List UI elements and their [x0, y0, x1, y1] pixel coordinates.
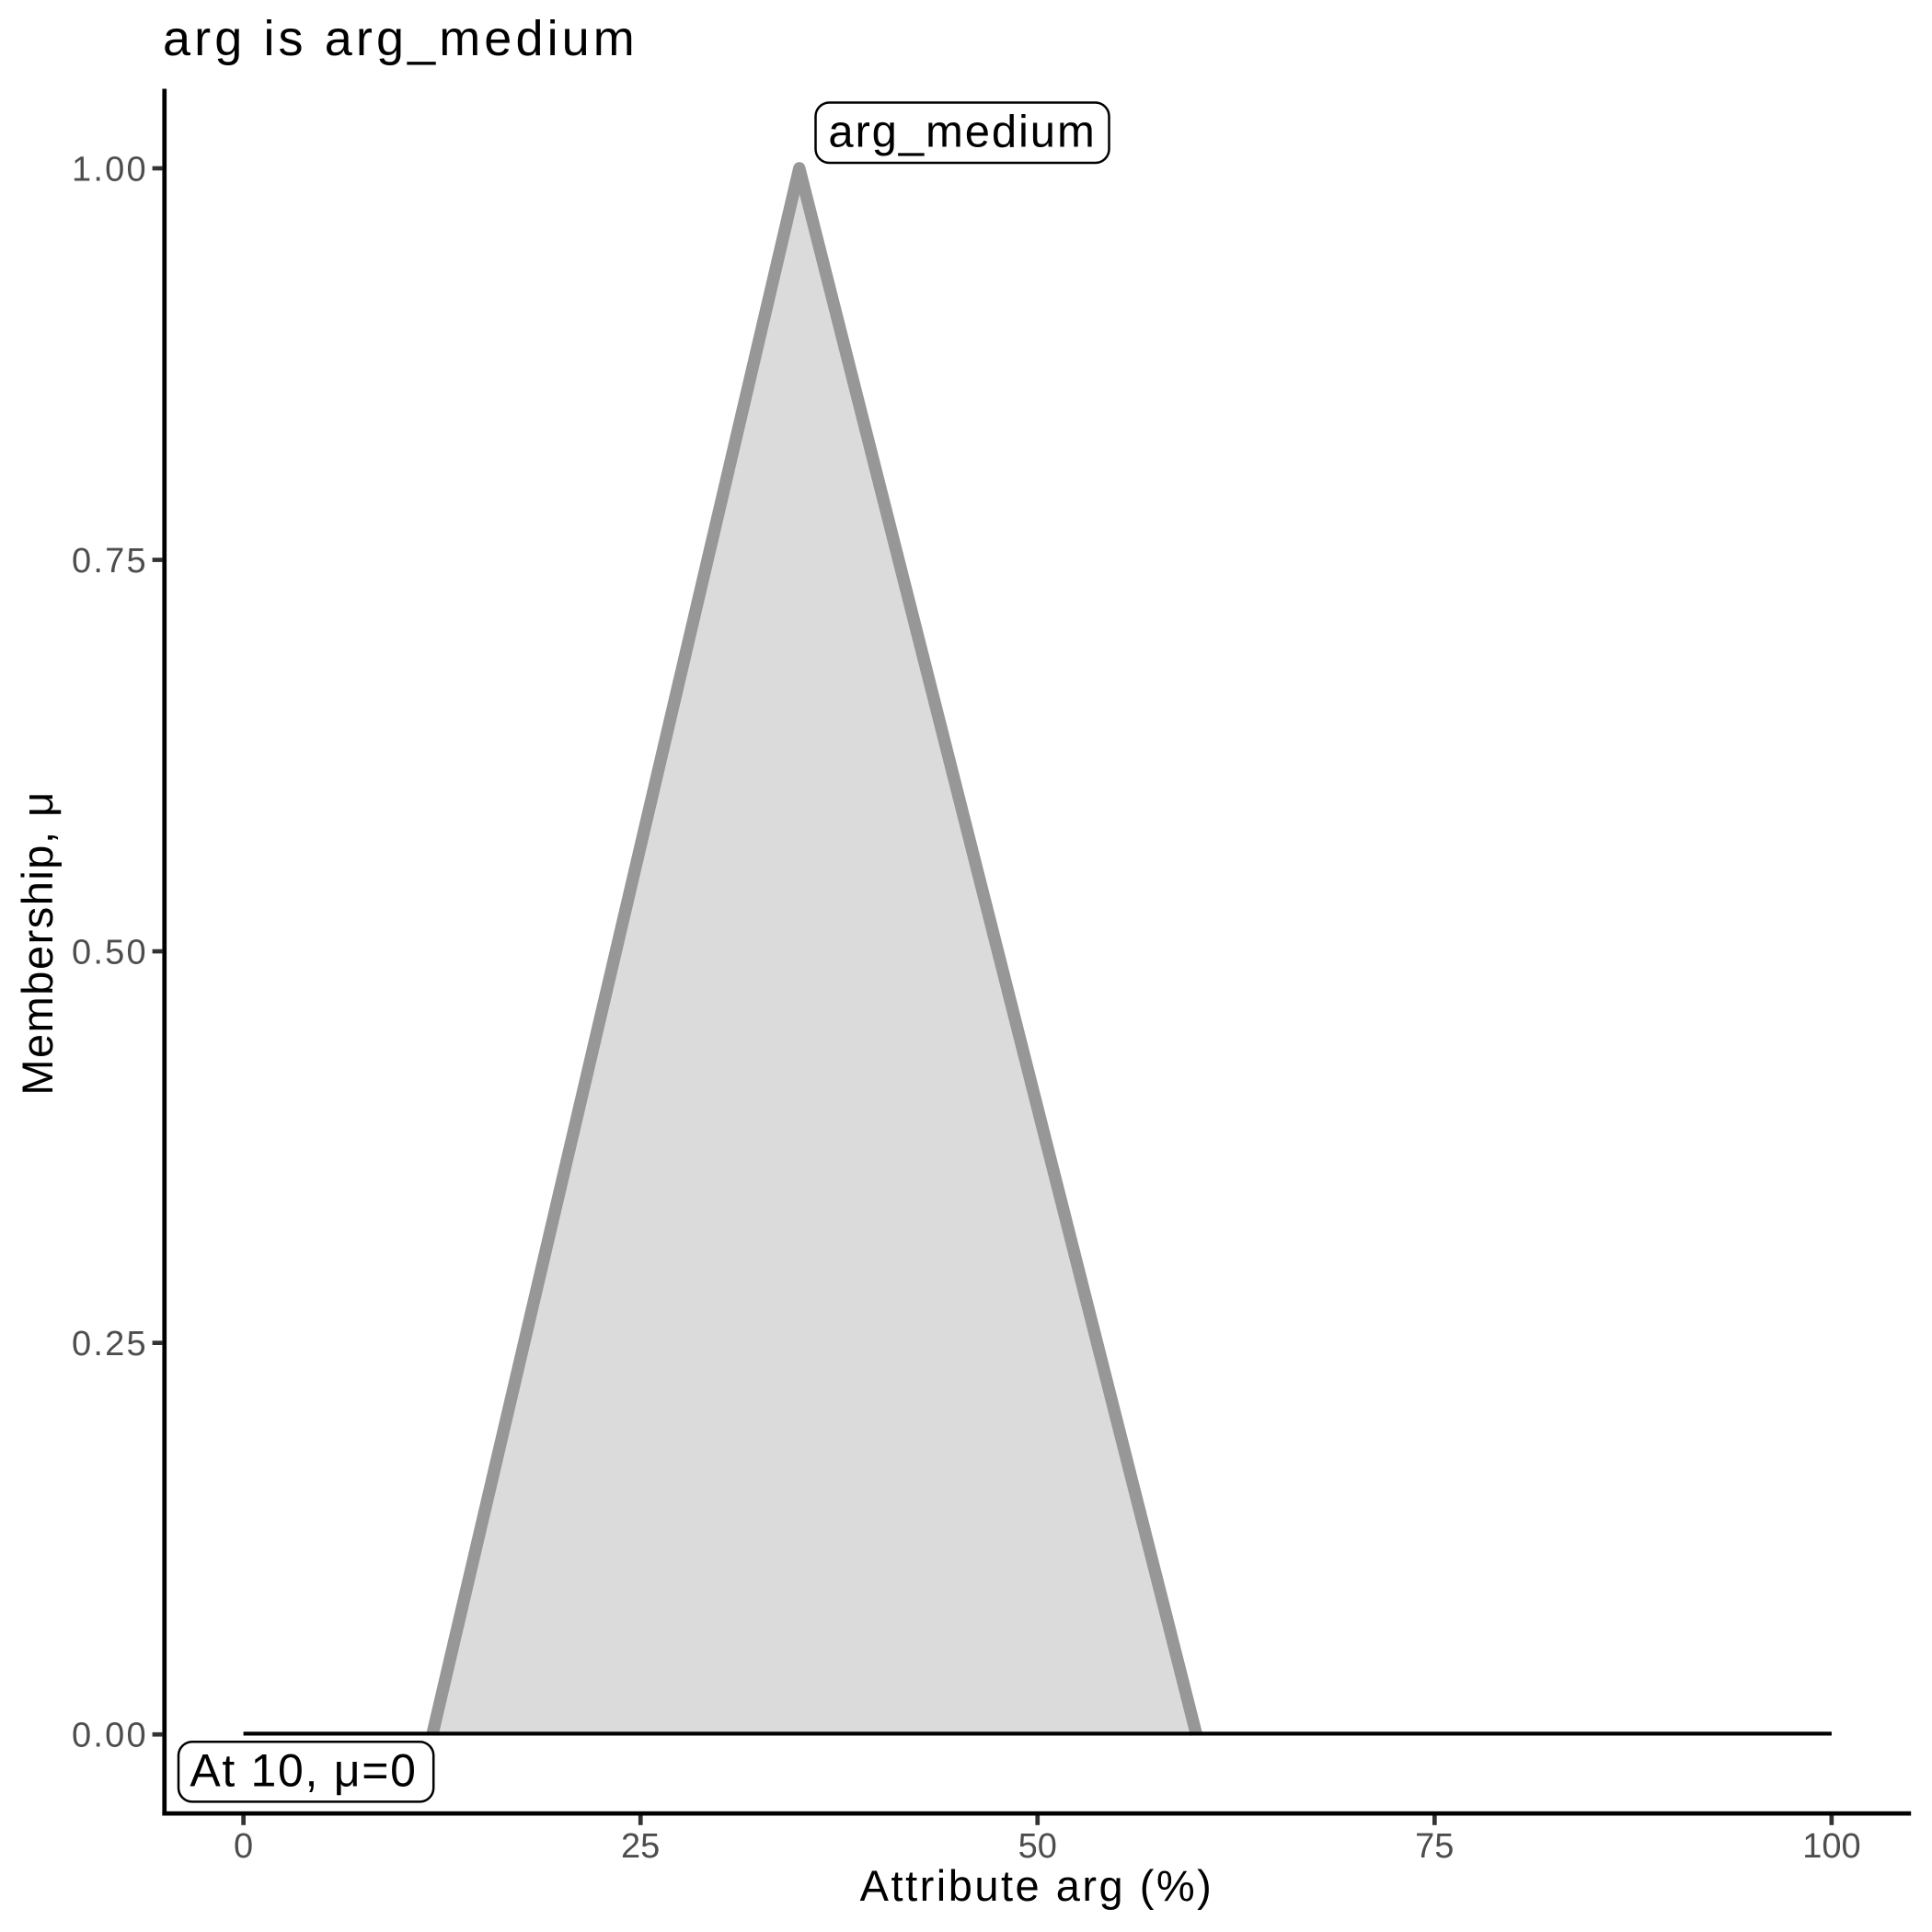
svg-text:0.75: 0.75: [72, 542, 148, 581]
svg-text:0: 0: [234, 1827, 253, 1866]
svg-text:At 10, μ=0: At 10, μ=0: [190, 1745, 417, 1797]
svg-text:50: 50: [1018, 1827, 1057, 1866]
svg-text:100: 100: [1802, 1827, 1860, 1866]
svg-text:0.25: 0.25: [72, 1325, 148, 1363]
svg-text:Attribute arg (%): Attribute arg (%): [860, 1861, 1214, 1910]
svg-text:Membership, μ: Membership, μ: [13, 790, 62, 1095]
svg-text:arg is arg_medium: arg is arg_medium: [163, 11, 638, 66]
svg-text:arg_medium: arg_medium: [828, 108, 1096, 157]
svg-text:1.00: 1.00: [72, 150, 148, 189]
svg-text:0.50: 0.50: [72, 934, 148, 972]
svg-text:0.00: 0.00: [72, 1717, 148, 1755]
svg-text:75: 75: [1415, 1827, 1454, 1866]
svg-text:25: 25: [621, 1827, 660, 1866]
